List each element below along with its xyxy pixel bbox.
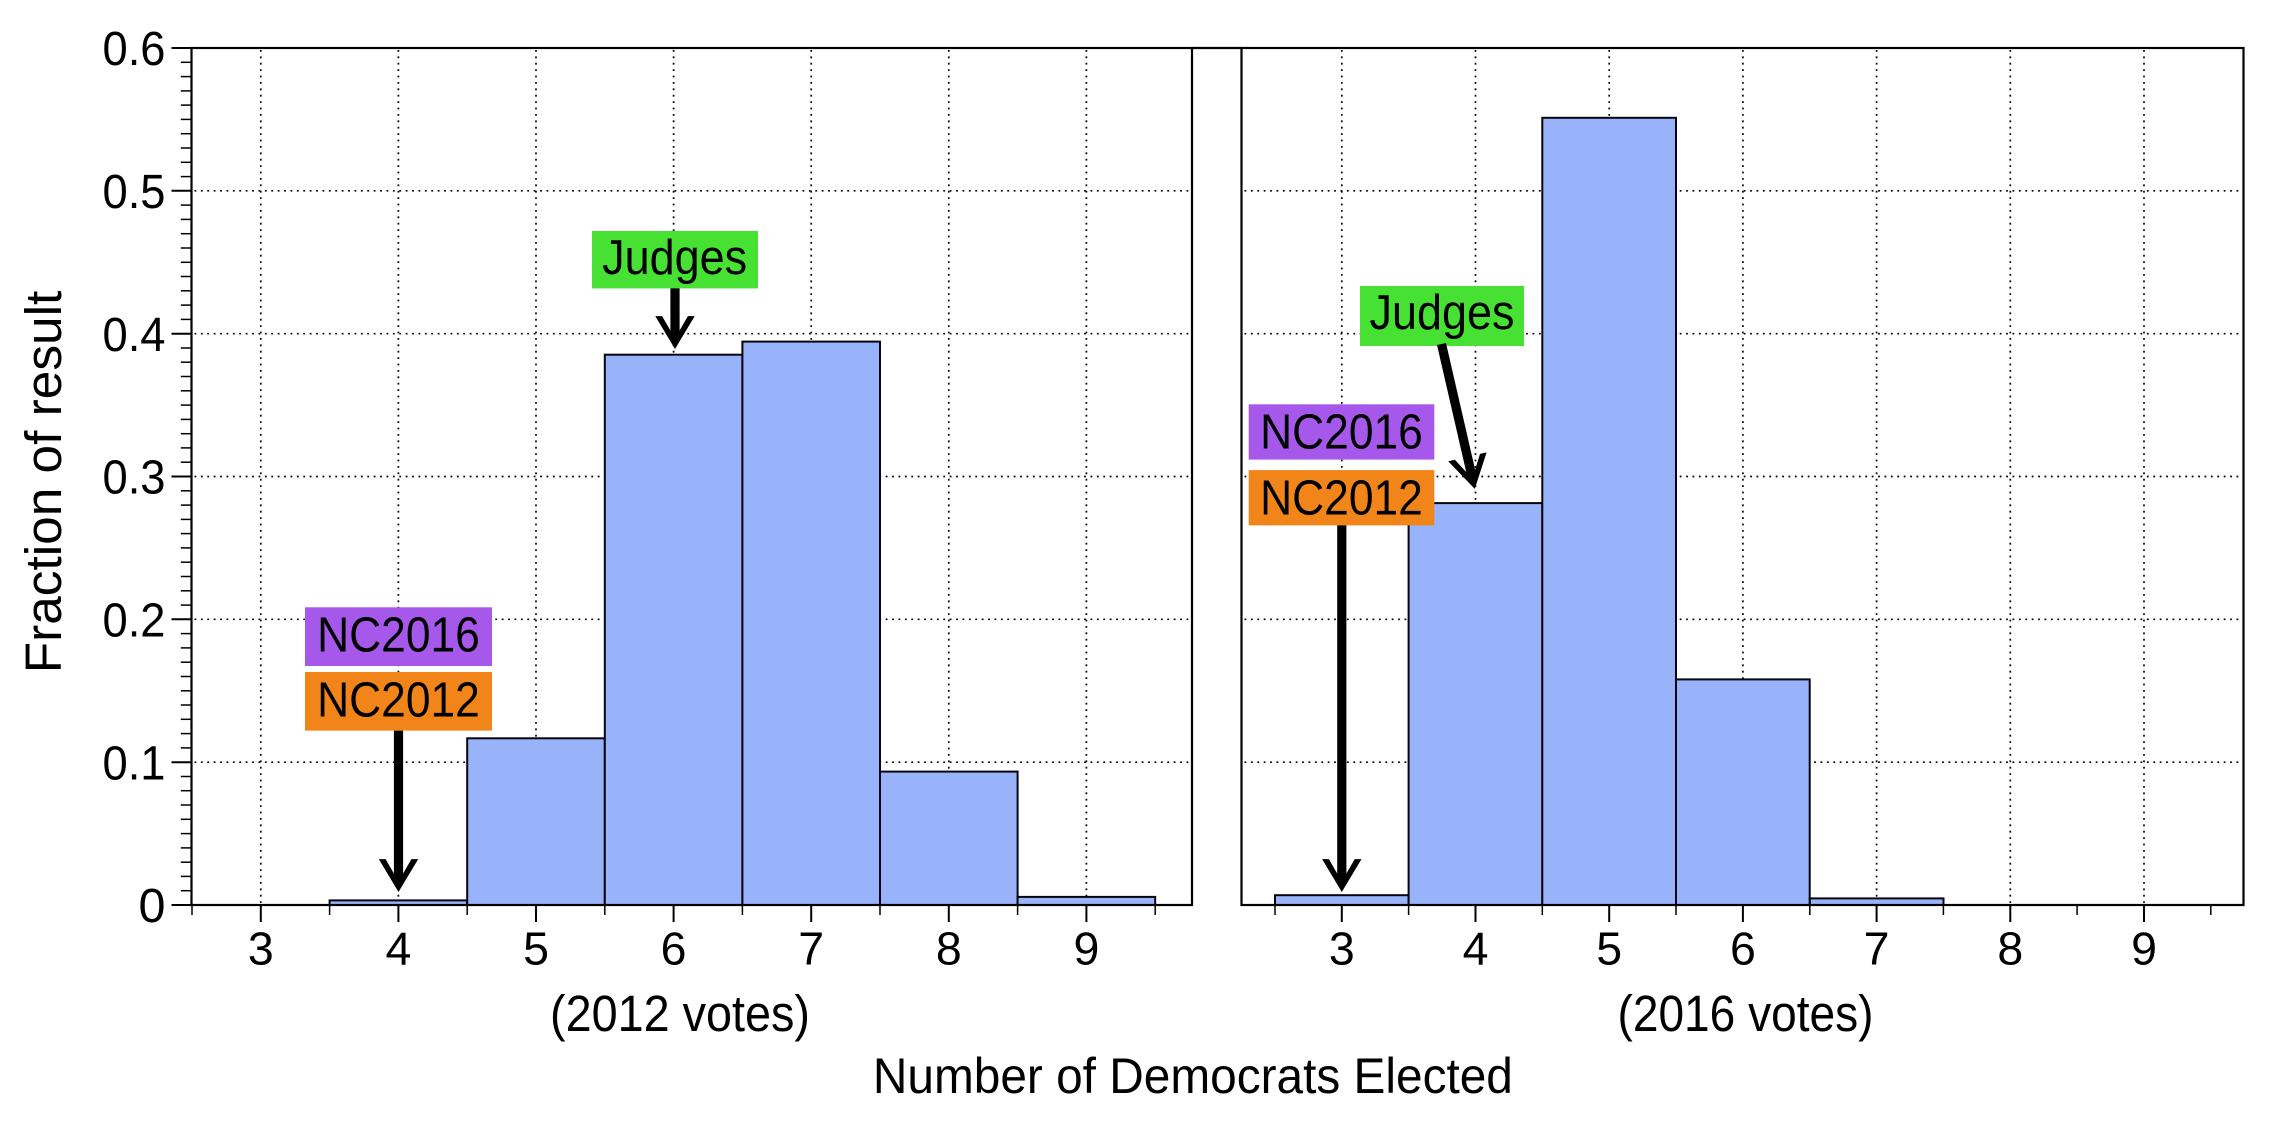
svg-text:NC2016: NC2016 xyxy=(1260,405,1423,460)
svg-text:Judges: Judges xyxy=(602,230,747,285)
svg-text:NC2012: NC2012 xyxy=(317,672,480,727)
svg-text:9: 9 xyxy=(1073,922,1099,974)
svg-text:0.1: 0.1 xyxy=(103,736,166,790)
svg-text:(2012 votes): (2012 votes) xyxy=(550,985,810,1042)
svg-text:0: 0 xyxy=(139,879,166,933)
svg-text:3: 3 xyxy=(1329,922,1355,974)
svg-text:Judges: Judges xyxy=(1370,285,1515,340)
svg-text:5: 5 xyxy=(1596,922,1622,974)
svg-text:8: 8 xyxy=(1997,922,2023,974)
svg-text:5: 5 xyxy=(523,922,549,974)
svg-text:Number of Democrats Elected: Number of Democrats Elected xyxy=(873,1047,1513,1104)
svg-text:6: 6 xyxy=(661,922,687,974)
svg-text:0.5: 0.5 xyxy=(103,165,166,219)
svg-text:3: 3 xyxy=(248,922,274,974)
svg-text:0.4: 0.4 xyxy=(103,308,166,362)
svg-text:NC2016: NC2016 xyxy=(317,608,480,663)
svg-text:6: 6 xyxy=(1730,922,1756,974)
svg-text:(2016 votes): (2016 votes) xyxy=(1618,985,1874,1042)
svg-text:0.2: 0.2 xyxy=(103,594,166,648)
svg-text:4: 4 xyxy=(1463,922,1489,974)
svg-text:7: 7 xyxy=(1864,922,1890,974)
svg-text:8: 8 xyxy=(936,922,962,974)
svg-text:4: 4 xyxy=(385,922,411,974)
svg-text:Fraction of result: Fraction of result xyxy=(15,291,72,674)
svg-text:9: 9 xyxy=(2131,922,2157,974)
svg-text:0.3: 0.3 xyxy=(103,451,166,505)
svg-text:7: 7 xyxy=(798,922,824,974)
svg-text:NC2012: NC2012 xyxy=(1260,470,1423,525)
svg-text:0.6: 0.6 xyxy=(103,22,166,76)
